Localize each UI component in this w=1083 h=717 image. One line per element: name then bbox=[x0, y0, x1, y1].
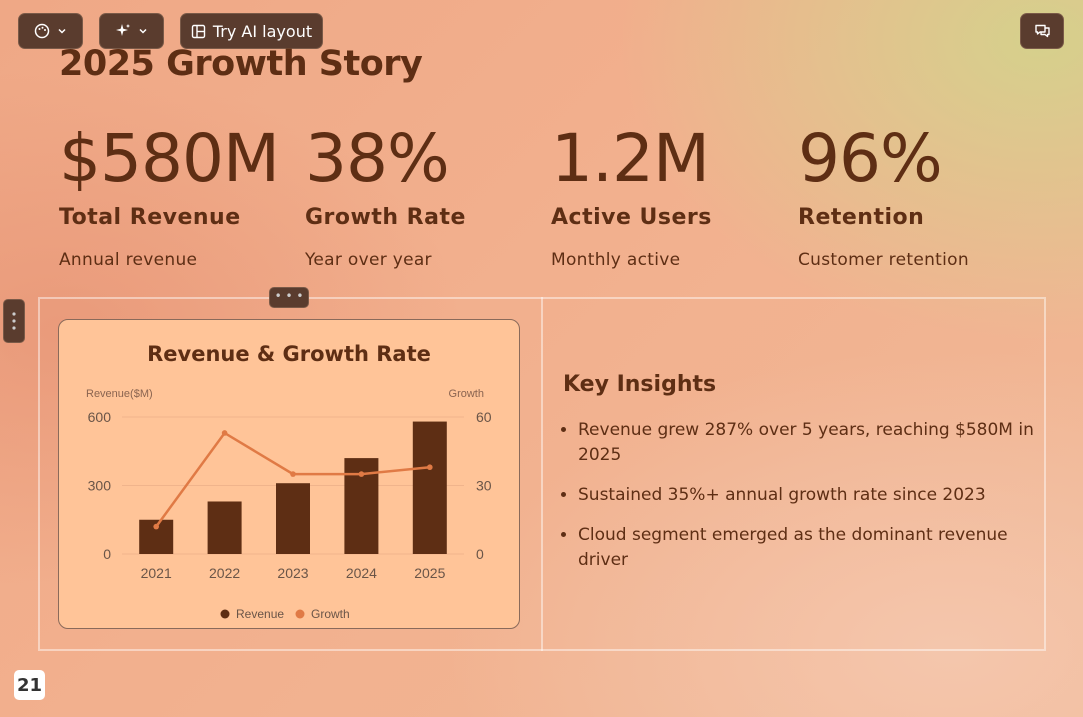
stat-value: $580M bbox=[59, 120, 280, 197]
stat-value: 38% bbox=[305, 120, 450, 197]
drag-handle-top[interactable]: • • • bbox=[269, 287, 309, 308]
ai-magic-button[interactable] bbox=[99, 13, 164, 49]
stat-subtitle: Monthly active bbox=[551, 250, 681, 270]
legend-growth-marker bbox=[295, 609, 305, 619]
growth-point bbox=[290, 471, 296, 477]
stat-total-revenue: $580M Total Revenue Annual revenue bbox=[59, 118, 299, 270]
chevron-down-icon bbox=[58, 28, 66, 34]
chevron-down-icon bbox=[139, 28, 147, 34]
comment-icon bbox=[1034, 24, 1050, 38]
stat-active-users: 1.2M Active Users Monthly active bbox=[551, 118, 791, 270]
insight-item: Revenue grew 287% over 5 years, reaching… bbox=[578, 418, 1043, 468]
stat-value: 96% bbox=[798, 120, 943, 197]
insights-list: Revenue grew 287% over 5 years, reaching… bbox=[561, 418, 1043, 588]
drag-handle-left[interactable] bbox=[3, 299, 25, 343]
page-number: 21 bbox=[14, 670, 45, 700]
theme-button[interactable] bbox=[18, 13, 83, 49]
sparkle-icon bbox=[116, 24, 130, 36]
stat-label: Active Users bbox=[551, 205, 712, 230]
x-tick-label: 2025 bbox=[414, 565, 445, 581]
stat-label: Retention bbox=[798, 205, 925, 230]
revenue-bar bbox=[276, 483, 310, 554]
x-tick-label: 2021 bbox=[141, 565, 172, 581]
y-tick-label: 600 bbox=[88, 409, 112, 425]
try-ai-layout-button[interactable]: Try AI layout bbox=[180, 13, 323, 49]
stat-value: 1.2M bbox=[551, 120, 710, 197]
column-divider[interactable] bbox=[541, 297, 543, 651]
try-ai-layout-label: Try AI layout bbox=[212, 21, 313, 41]
y-tick-label: 300 bbox=[88, 478, 112, 494]
comments-button[interactable] bbox=[1020, 13, 1064, 49]
x-tick-label: 2022 bbox=[209, 565, 240, 581]
palette-icon bbox=[34, 23, 50, 39]
y-axis-title: Revenue($M) bbox=[86, 388, 153, 400]
layout-block-frame[interactable] bbox=[38, 297, 1046, 651]
growth-point bbox=[358, 471, 365, 477]
chart-title: Revenue & Growth Rate bbox=[147, 342, 431, 366]
y-right-tick-label: 30 bbox=[476, 478, 492, 494]
stat-subtitle: Annual revenue bbox=[59, 250, 198, 270]
revenue-bar bbox=[412, 421, 447, 554]
layout-icon bbox=[191, 24, 206, 38]
chart-card[interactable]: Revenue & Growth Rate Revenue($M) Growth 0… bbox=[58, 319, 520, 629]
x-tick-label: 2024 bbox=[346, 565, 377, 581]
growth-point bbox=[427, 464, 433, 471]
insight-item: Sustained 35%+ annual growth rate since … bbox=[578, 483, 1043, 508]
insight-item: Cloud segment emerged as the dominant re… bbox=[578, 523, 1043, 573]
revenue-bar bbox=[207, 501, 242, 554]
slide-title: 2025 Growth Story bbox=[59, 44, 423, 84]
stat-subtitle: Year over year bbox=[305, 250, 432, 270]
legend-growth-label: Growth bbox=[311, 607, 350, 621]
growth-point bbox=[153, 523, 159, 530]
y-right-tick-label: 0 bbox=[476, 546, 484, 562]
drag-dots-icon bbox=[12, 312, 16, 330]
revenue-growth-chart: Revenue($M) Growth 0 300 600 0 30 60 2021 2022 202… bbox=[86, 388, 492, 621]
y-axis-right-title: Growth bbox=[449, 388, 484, 400]
y-tick-label: 0 bbox=[103, 546, 111, 562]
stat-label: Total Revenue bbox=[59, 205, 241, 230]
y-right-tick-label: 60 bbox=[476, 409, 492, 425]
stat-label: Growth Rate bbox=[305, 205, 466, 230]
legend-revenue-label: Revenue bbox=[236, 607, 284, 621]
stat-growth-rate: 38% Growth Rate Year over year bbox=[305, 118, 545, 270]
stat-retention: 96% Retention Customer retention bbox=[798, 118, 1038, 270]
x-tick-label: 2023 bbox=[277, 565, 308, 581]
stat-subtitle: Customer retention bbox=[798, 250, 969, 270]
insights-title: Key Insights bbox=[563, 372, 717, 397]
legend-revenue-marker bbox=[220, 609, 230, 619]
growth-point bbox=[221, 430, 228, 436]
